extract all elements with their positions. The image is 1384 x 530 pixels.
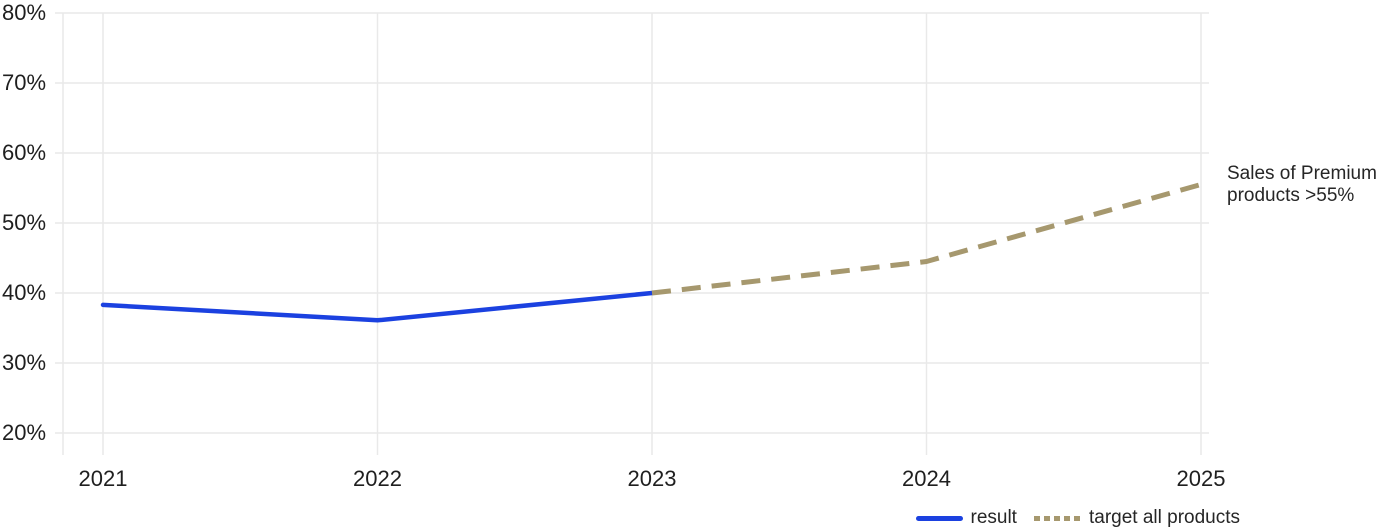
y-tick-label: 50% [2, 210, 47, 235]
y-tick-label: 80% [2, 0, 47, 25]
y-tick-label: 40% [2, 280, 47, 305]
y-tick-label: 70% [2, 70, 47, 95]
x-tick-label: 2022 [353, 466, 402, 491]
x-tick-label: 2021 [78, 466, 128, 491]
y-tick-label: 20% [2, 420, 47, 445]
series-line-result [100, 290, 655, 323]
result-line-swatch [915, 515, 963, 521]
legend-label-result: result [970, 507, 1017, 528]
y-tick-label: 60% [2, 140, 47, 165]
target-annotation: Sales of Premium products >55% [1227, 163, 1377, 206]
series-line-target-all-products [651, 182, 1202, 296]
legend-item-target: target all products [1033, 507, 1240, 529]
legend: result target all products [915, 506, 1240, 530]
x-tick-label: 2025 [1176, 466, 1226, 491]
x-tick-label: 2024 [902, 466, 951, 491]
x-tick-label: 2023 [627, 466, 677, 491]
legend-label-target: target all products [1088, 507, 1240, 528]
target-line-swatch [1033, 515, 1081, 521]
legend-item-result: result [915, 507, 1017, 529]
y-tick-label: 30% [2, 350, 47, 375]
